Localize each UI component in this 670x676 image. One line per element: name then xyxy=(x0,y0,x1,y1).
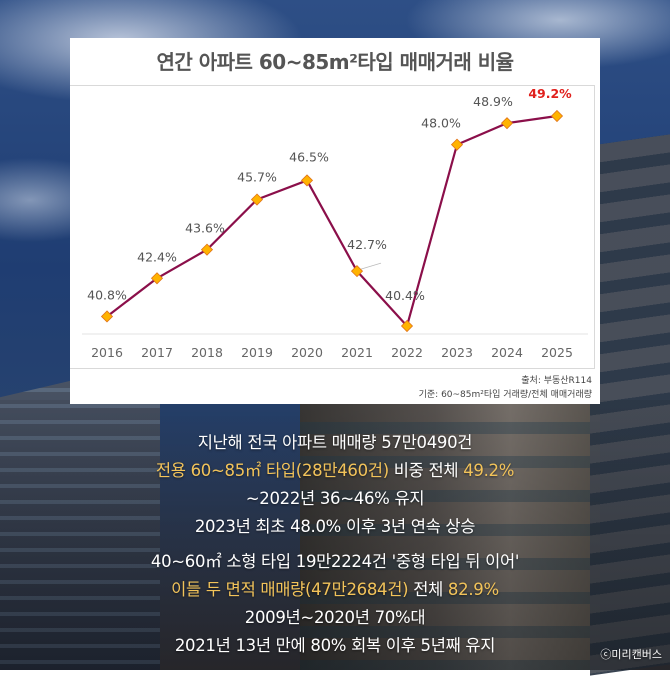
data-point-marker xyxy=(400,319,414,333)
x-tick-label: 2019 xyxy=(241,345,273,360)
caption-line: 2009년~2020년 70%대 xyxy=(0,604,670,628)
caption-highlight: 82.9% xyxy=(447,580,499,599)
data-point-marker xyxy=(250,193,264,206)
x-tick-label: 2017 xyxy=(141,345,173,360)
caption-line: 지난해 전국 아파트 매매량 57만0490건 xyxy=(0,429,670,453)
data-label: 45.7% xyxy=(237,170,277,185)
caption-text: 40~60㎡ 소형 타입 19만2224건 '중형 타입 뒤 이어' xyxy=(150,552,520,571)
data-point-marker xyxy=(550,109,564,123)
data-label: 42.4% xyxy=(137,249,177,264)
x-tick-label: 2024 xyxy=(491,345,523,360)
chart-source: 출처: 부동산R114 xyxy=(521,376,592,386)
caption-line: 40~60㎡ 소형 타입 19만2224건 '중형 타입 뒤 이어' xyxy=(0,548,670,572)
caption-highlight: 49.2% xyxy=(463,461,515,480)
x-tick-label: 2020 xyxy=(291,345,323,360)
x-tick-label: 2023 xyxy=(441,345,473,360)
data-label: 48.0% xyxy=(421,116,461,131)
caption-text: 지난해 전국 아파트 매매량 57만0490건 xyxy=(197,433,473,452)
x-tick-label: 2018 xyxy=(191,345,223,360)
series-line xyxy=(106,114,558,328)
caption-text: 2009년~2020년 70%대 xyxy=(244,608,426,627)
data-point-marker xyxy=(500,117,514,130)
data-label: 40.4% xyxy=(385,288,425,303)
caption-line: 전용 60~85㎡ 타입(28만460건) 비중 전체 49.2% xyxy=(0,457,670,481)
chart-card: 연간 아파트 60~85m²타입 매매거래 비율 출처: 부동산R114 기준:… xyxy=(70,38,600,404)
chart-title: 연간 아파트 60~85m²타입 매매거래 비율 xyxy=(156,50,514,74)
caption-line: 2021년 13년 만에 80% 회복 이후 5년째 유지 xyxy=(0,632,670,656)
caption-text: 2021년 13년 만에 80% 회복 이후 5년째 유지 xyxy=(174,636,496,655)
copyright-text: ⓒ미리캔버스 xyxy=(600,648,662,661)
data-label: 48.9% xyxy=(473,94,513,109)
background-building-center xyxy=(300,400,600,670)
caption-line: ~2022년 36~46% 유지 xyxy=(0,485,670,509)
data-label: 46.5% xyxy=(289,149,329,164)
caption-highlight: 이들 두 면적 매매량(47만2684건) xyxy=(171,580,409,599)
data-point-marker xyxy=(150,272,164,285)
data-point-marker xyxy=(200,243,214,256)
x-tick-label: 2016 xyxy=(91,345,123,360)
data-label: 49.2% xyxy=(528,86,572,101)
caption-text: 비중 전체 xyxy=(388,461,464,480)
data-label: 43.6% xyxy=(185,221,225,236)
label-leader-line xyxy=(360,262,382,270)
caption-line: 이들 두 면적 매매량(47만2684건) 전체 82.9% xyxy=(0,576,670,600)
data-label: 40.8% xyxy=(87,287,127,302)
plot-area xyxy=(70,85,595,369)
background-building-left xyxy=(0,360,160,670)
chart-note: 기준: 60~85m²타입 거래량/전체 매매거래량 xyxy=(418,390,592,400)
caption-text: 2023년 최초 48.0% 이후 3년 연속 상승 xyxy=(194,517,476,536)
caption-text: 전체 xyxy=(408,580,448,599)
data-point-marker xyxy=(350,265,364,278)
x-tick-label: 2022 xyxy=(391,345,423,360)
caption-text: ~2022년 36~46% 유지 xyxy=(245,489,425,508)
caption-highlight: 전용 60~85㎡ 타입(28만460건) xyxy=(155,461,389,480)
background-overlay xyxy=(0,400,670,670)
data-point-marker xyxy=(300,174,314,187)
caption-line: 2023년 최초 48.0% 이후 3년 연속 상승 xyxy=(0,513,670,537)
x-tick-label: 2025 xyxy=(541,345,573,360)
data-point-marker xyxy=(100,310,114,323)
data-label: 42.7% xyxy=(347,237,387,252)
data-point-marker xyxy=(450,138,464,151)
x-tick-label: 2021 xyxy=(341,345,373,360)
